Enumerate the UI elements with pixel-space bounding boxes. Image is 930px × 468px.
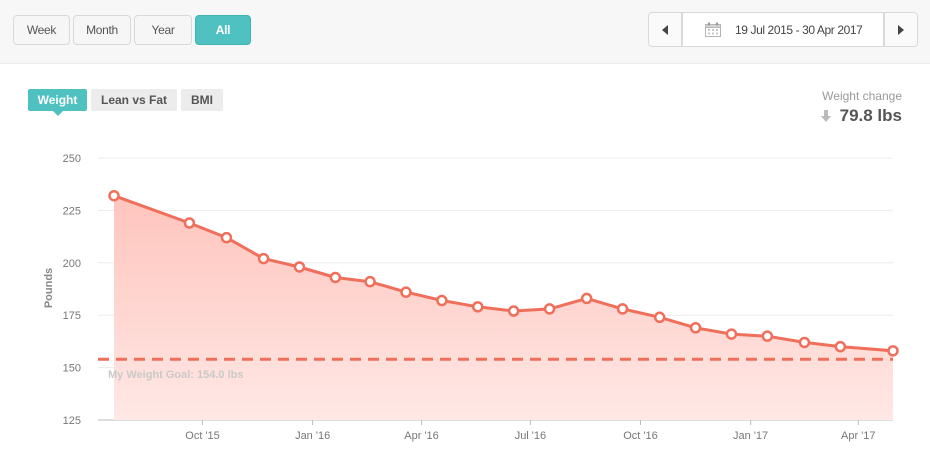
x-tick-label: Jan '16 bbox=[295, 430, 330, 442]
y-axis-label: Pounds bbox=[43, 268, 55, 308]
data-point bbox=[183, 217, 196, 229]
weight-change-label: Weight change bbox=[822, 89, 902, 103]
weight-change-amount: 79.8 lbs bbox=[839, 106, 902, 125]
tab-lean-vs-fat[interactable]: Lean vs Fat bbox=[91, 89, 177, 111]
data-point bbox=[436, 294, 448, 307]
data-point bbox=[580, 292, 593, 305]
date-range-picker[interactable]: 19 Jul 2015 - 30 Apr 2017 bbox=[682, 12, 884, 47]
data-point bbox=[507, 305, 520, 317]
data-point bbox=[616, 303, 629, 315]
data-point bbox=[798, 336, 811, 349]
data-point bbox=[653, 311, 666, 324]
y-tick-label: 225 bbox=[63, 205, 81, 217]
arrow-down-icon bbox=[820, 110, 831, 122]
data-point bbox=[543, 303, 556, 315]
y-tick-label: 200 bbox=[63, 258, 81, 270]
x-tick-label: Jan '17 bbox=[733, 430, 768, 442]
chevron-right-icon bbox=[898, 24, 904, 35]
range-all-button[interactable]: All bbox=[195, 15, 251, 45]
x-axis: Oct '15 Jan '16 Apr '16 Jul '16 Oct '16 Jan '… bbox=[185, 430, 875, 442]
tab-weight[interactable]: Weight bbox=[28, 89, 87, 116]
y-tick-label: 125 bbox=[63, 415, 81, 427]
x-tick-label: Apr '16 bbox=[404, 430, 439, 442]
data-point bbox=[293, 261, 306, 273]
calendar-icon bbox=[705, 22, 721, 37]
weight-area bbox=[114, 195, 893, 420]
data-point bbox=[400, 286, 412, 298]
data-point bbox=[834, 340, 847, 353]
x-tick-label: Oct '15 bbox=[185, 430, 220, 442]
x-tick-label: Apr '17 bbox=[841, 430, 876, 442]
x-tick-label: Oct '16 bbox=[623, 430, 658, 442]
y-tick-label: 175 bbox=[63, 310, 81, 322]
data-point bbox=[108, 189, 120, 202]
data-points bbox=[108, 189, 899, 357]
y-axis: 125 150 175 200 225 250 bbox=[63, 153, 81, 427]
data-point bbox=[329, 271, 342, 284]
chevron-left-icon bbox=[662, 24, 668, 35]
tab-bmi[interactable]: BMI bbox=[181, 89, 223, 111]
date-range-label: 19 Jul 2015 - 30 Apr 2017 bbox=[735, 22, 863, 37]
previous-period-button[interactable] bbox=[648, 12, 682, 47]
data-point bbox=[761, 330, 774, 342]
range-year-button[interactable]: Year bbox=[134, 15, 192, 45]
data-point bbox=[257, 252, 270, 265]
weight-change-value: 79.8 lbs bbox=[820, 106, 902, 126]
goal-label: My Weight Goal: 154.0 lbs bbox=[108, 369, 244, 381]
y-tick-label: 150 bbox=[63, 363, 81, 375]
data-point bbox=[220, 231, 233, 244]
x-tick-label: Jul '16 bbox=[515, 430, 546, 442]
data-point bbox=[472, 301, 484, 313]
data-point bbox=[725, 328, 738, 340]
data-point bbox=[364, 275, 376, 288]
next-period-button[interactable] bbox=[884, 12, 918, 47]
toolbar: Week Month Year All 19 Jul 2015 - 30 Apr… bbox=[0, 0, 930, 64]
data-point bbox=[887, 345, 899, 357]
range-week-button[interactable]: Week bbox=[13, 15, 70, 45]
range-month-button[interactable]: Month bbox=[73, 15, 131, 45]
y-tick-label: 250 bbox=[63, 153, 81, 165]
data-point bbox=[689, 322, 702, 334]
